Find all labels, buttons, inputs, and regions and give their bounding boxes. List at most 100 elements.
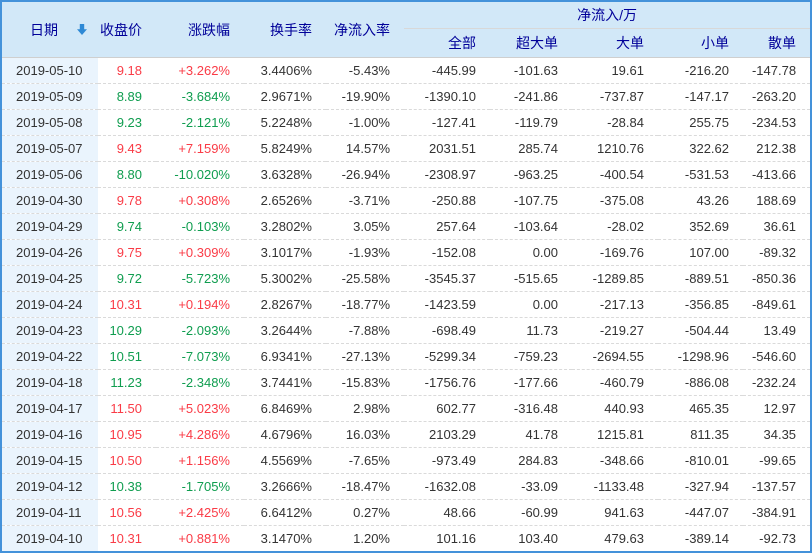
net-super-large-cell: -119.79: [490, 109, 572, 136]
turnover-cell: 5.2248%: [244, 109, 326, 136]
net-small-cell: 352.69: [658, 213, 743, 240]
inflow-rate-cell: -3.71%: [326, 187, 404, 214]
close-cell: 10.95: [98, 421, 156, 448]
column-header-net-small: 小单: [658, 28, 743, 58]
net-scattered-cell: 188.69: [743, 187, 810, 214]
net-all-cell: -1390.10: [404, 83, 490, 110]
close-cell: 10.31: [98, 291, 156, 318]
table-row: 2019-04-30 9.78 +0.308% 2.6526% -3.71% -250.8…: [2, 187, 810, 214]
turnover-cell: 5.8249%: [244, 135, 326, 162]
net-super-large-cell: -241.86: [490, 83, 572, 110]
date-cell: 2019-04-26: [2, 239, 98, 266]
net-small-cell: -356.85: [658, 291, 743, 318]
inflow-rate-cell: -18.47%: [326, 473, 404, 500]
date-cell: 2019-04-24: [2, 291, 98, 318]
inflow-rate-cell: -15.83%: [326, 369, 404, 396]
date-cell: 2019-04-22: [2, 343, 98, 370]
close-cell: 8.89: [98, 83, 156, 110]
net-super-large-cell: -515.65: [490, 265, 572, 292]
net-scattered-cell: -137.57: [743, 473, 810, 500]
change-cell: +0.309%: [156, 239, 244, 266]
change-cell: -2.348%: [156, 369, 244, 396]
turnover-cell: 5.3002%: [244, 265, 326, 292]
change-cell: +2.425%: [156, 499, 244, 526]
change-cell: +1.156%: [156, 447, 244, 474]
net-all-cell: 2031.51: [404, 135, 490, 162]
inflow-rate-cell: 16.03%: [326, 421, 404, 448]
change-cell: -1.705%: [156, 473, 244, 500]
net-scattered-cell: -413.66: [743, 161, 810, 188]
close-cell: 10.50: [98, 447, 156, 474]
table-row: 2019-04-12 10.38 -1.705% 3.2666% -18.47% -163…: [2, 473, 810, 500]
table-row: 2019-04-16 10.95 +4.286% 4.6796% 16.03% 2103.…: [2, 421, 810, 448]
net-super-large-cell: 284.83: [490, 447, 572, 474]
net-all-cell: -1632.08: [404, 473, 490, 500]
net-large-cell: -460.79: [572, 369, 658, 396]
turnover-cell: 3.2644%: [244, 317, 326, 344]
date-cell: 2019-04-25: [2, 265, 98, 292]
table-row: 2019-04-26 9.75 +0.309% 3.1017% -1.93% -152.0…: [2, 239, 810, 266]
close-cell: 9.78: [98, 187, 156, 214]
net-scattered-cell: 36.61: [743, 213, 810, 240]
net-scattered-cell: -89.32: [743, 239, 810, 266]
net-super-large-cell: -103.64: [490, 213, 572, 240]
sort-descending-icon[interactable]: [76, 23, 88, 36]
column-header-date[interactable]: 日期: [2, 2, 98, 58]
date-cell: 2019-04-10: [2, 525, 98, 551]
change-cell: +3.262%: [156, 57, 244, 84]
net-large-cell: -1289.85: [572, 265, 658, 292]
net-large-cell: -217.13: [572, 291, 658, 318]
turnover-cell: 3.2666%: [244, 473, 326, 500]
net-super-large-cell: 0.00: [490, 291, 572, 318]
close-cell: 10.56: [98, 499, 156, 526]
inflow-rate-cell: -18.77%: [326, 291, 404, 318]
change-cell: -0.103%: [156, 213, 244, 240]
column-header-close: 收盘价: [98, 2, 156, 58]
inflow-rate-cell: 3.05%: [326, 213, 404, 240]
change-cell: +4.286%: [156, 421, 244, 448]
turnover-cell: 4.6796%: [244, 421, 326, 448]
net-scattered-cell: -232.24: [743, 369, 810, 396]
net-large-cell: -219.27: [572, 317, 658, 344]
table-row: 2019-04-17 11.50 +5.023% 6.8469% 2.98% 602.77…: [2, 395, 810, 422]
net-all-cell: -1423.59: [404, 291, 490, 318]
change-cell: -10.020%: [156, 161, 244, 188]
close-cell: 9.75: [98, 239, 156, 266]
change-cell: +7.159%: [156, 135, 244, 162]
inflow-rate-cell: 2.98%: [326, 395, 404, 422]
close-cell: 9.43: [98, 135, 156, 162]
date-cell: 2019-04-16: [2, 421, 98, 448]
net-small-cell: -389.14: [658, 525, 743, 551]
table-row: 2019-04-10 10.31 +0.881% 3.1470% 1.20% 101.16…: [2, 525, 810, 551]
net-small-cell: 107.00: [658, 239, 743, 266]
turnover-cell: 3.4406%: [244, 57, 326, 84]
net-large-cell: -737.87: [572, 83, 658, 110]
net-all-cell: -698.49: [404, 317, 490, 344]
net-scattered-cell: -849.61: [743, 291, 810, 318]
inflow-rate-cell: -26.94%: [326, 161, 404, 188]
net-scattered-cell: -384.91: [743, 499, 810, 526]
net-large-cell: -400.54: [572, 161, 658, 188]
net-super-large-cell: -107.75: [490, 187, 572, 214]
net-scattered-cell: -147.78: [743, 57, 810, 84]
inflow-rate-cell: -7.88%: [326, 317, 404, 344]
net-scattered-cell: 212.38: [743, 135, 810, 162]
table-row: 2019-04-25 9.72 -5.723% 5.3002% -25.58% -3545…: [2, 265, 810, 292]
turnover-cell: 3.2802%: [244, 213, 326, 240]
net-all-cell: -127.41: [404, 109, 490, 136]
net-small-cell: -1298.96: [658, 343, 743, 370]
net-scattered-cell: 34.35: [743, 421, 810, 448]
table-row: 2019-05-09 8.89 -3.684% 2.9671% -19.90% -1390…: [2, 83, 810, 110]
net-super-large-cell: 41.78: [490, 421, 572, 448]
net-small-cell: -531.53: [658, 161, 743, 188]
close-cell: 9.18: [98, 57, 156, 84]
net-small-cell: -886.08: [658, 369, 743, 396]
net-large-cell: 19.61: [572, 57, 658, 84]
net-small-cell: 811.35: [658, 421, 743, 448]
turnover-cell: 3.7441%: [244, 369, 326, 396]
column-header-net-scattered: 散单: [743, 28, 810, 58]
inflow-rate-cell: 14.57%: [326, 135, 404, 162]
net-super-large-cell: -316.48: [490, 395, 572, 422]
net-all-cell: -3545.37: [404, 265, 490, 292]
